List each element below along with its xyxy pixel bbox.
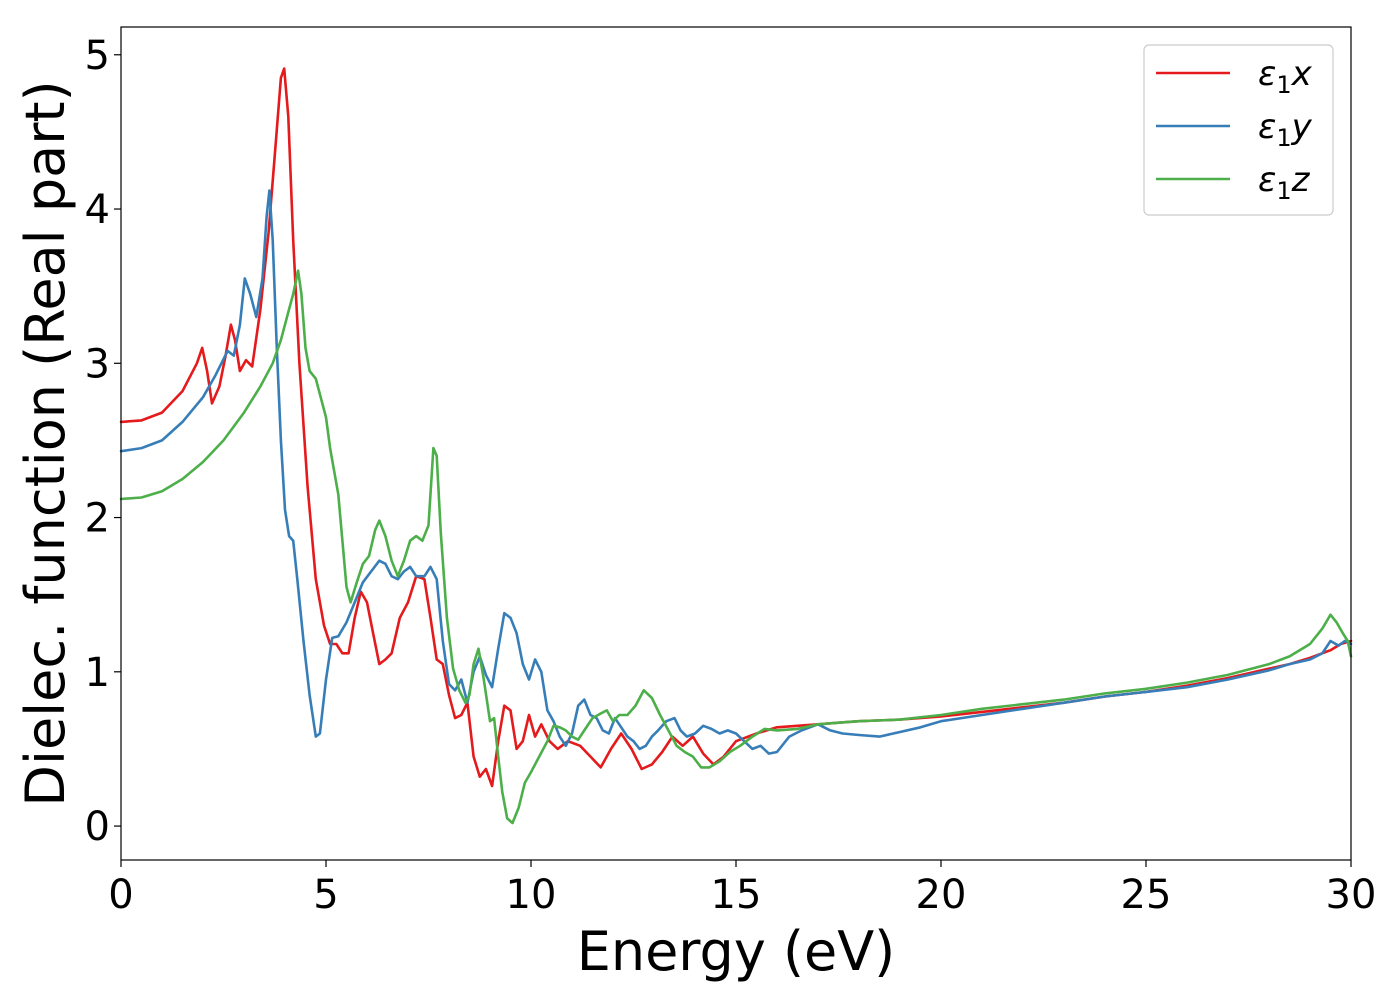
y-axis-label: Dielec. function (Real part) [14, 80, 77, 806]
series-line-y [119, 189, 1353, 755]
y-tick-label: 1 [85, 650, 110, 696]
series-line-z [119, 269, 1353, 825]
x-tick-label: 15 [711, 872, 762, 918]
plot-frame [120, 26, 1352, 861]
legend: ε1x ε1y ε1z [1143, 44, 1334, 216]
x-tick-label: 25 [1121, 872, 1172, 918]
x-axis-ticks: 0 5 10 15 20 25 30 [108, 860, 1376, 918]
series-lines [119, 67, 1353, 825]
y-tick-label: 3 [85, 341, 110, 387]
x-tick-label: 20 [916, 872, 967, 918]
x-axis-label: Energy (eV) [577, 920, 896, 983]
y-tick-label: 4 [85, 187, 110, 233]
x-tick-label: 10 [506, 872, 557, 918]
y-tick-label: 5 [85, 33, 110, 79]
x-tick-label: 5 [313, 872, 338, 918]
legend-label-x: ε1x [1258, 54, 1313, 99]
legend-box [1143, 44, 1334, 216]
y-tick-label: 0 [85, 804, 110, 850]
legend-label-y: ε1y [1258, 107, 1313, 152]
x-tick-label: 30 [1326, 872, 1377, 918]
y-tick-label: 2 [85, 496, 110, 542]
legend-label-z: ε1z [1258, 160, 1311, 205]
x-tick-label: 0 [108, 872, 133, 918]
y-axis-ticks: 0 1 2 3 4 5 [85, 33, 121, 850]
